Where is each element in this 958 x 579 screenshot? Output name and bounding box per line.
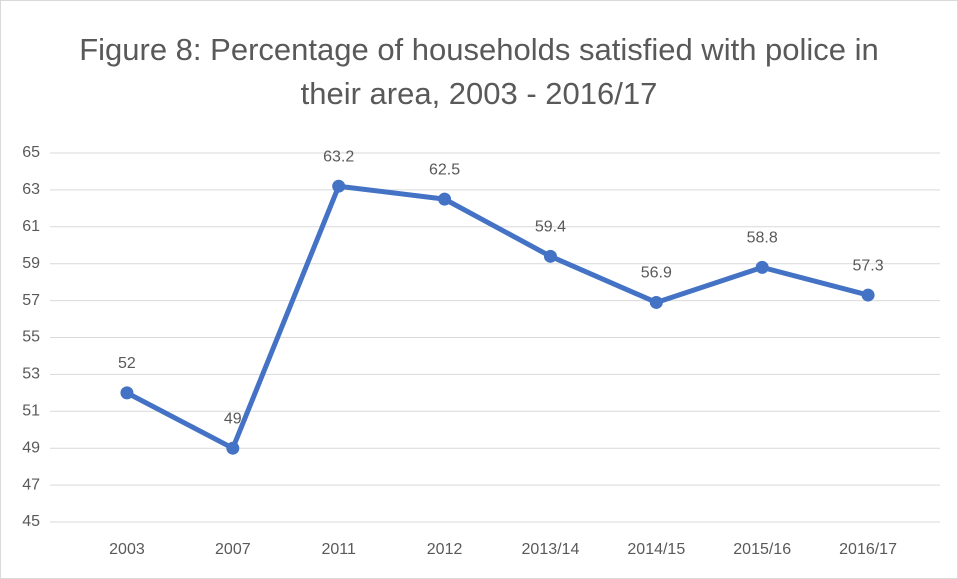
chart-title: Figure 8: Percentage of households satis… xyxy=(79,32,879,111)
x-tick-label: 2007 xyxy=(215,541,251,558)
data-label: 58.8 xyxy=(747,230,778,247)
data-point xyxy=(332,179,346,193)
data-point xyxy=(543,249,557,263)
data-point xyxy=(120,386,134,400)
x-tick-label: 2016/17 xyxy=(839,541,897,558)
data-label: 56.9 xyxy=(641,265,672,282)
data-label: 52 xyxy=(118,355,136,372)
y-tick-label: 61 xyxy=(22,218,40,235)
x-tick-label: 2013/14 xyxy=(522,541,580,558)
x-tick-label: 2011 xyxy=(321,541,356,558)
y-tick-label: 55 xyxy=(22,329,40,346)
data-label: 62.5 xyxy=(429,161,460,178)
y-tick-label: 65 xyxy=(22,144,40,161)
data-label: 59.4 xyxy=(535,219,566,236)
y-tick-label: 53 xyxy=(22,366,40,383)
y-tick-label: 59 xyxy=(22,255,40,272)
data-point xyxy=(755,260,769,274)
y-tick-label: 57 xyxy=(22,292,40,309)
y-tick-label: 63 xyxy=(22,181,40,198)
data-point xyxy=(861,288,875,302)
x-tick-label: 2003 xyxy=(109,541,145,558)
x-tick-label: 2015/16 xyxy=(733,541,791,558)
x-tick-label: 2014/15 xyxy=(627,541,685,558)
series-line xyxy=(125,183,869,451)
data-point xyxy=(438,192,452,206)
y-tick-label: 45 xyxy=(22,513,40,530)
x-tick-label: 2012 xyxy=(427,541,463,558)
data-label: 49 xyxy=(224,410,242,427)
y-tick-label: 47 xyxy=(22,476,40,493)
data-label: 57.3 xyxy=(852,257,883,274)
data-point xyxy=(226,441,240,455)
data-point xyxy=(649,295,663,309)
data-label: 63.2 xyxy=(323,148,354,165)
y-tick-label: 49 xyxy=(22,439,40,456)
y-tick-label: 51 xyxy=(22,403,40,420)
